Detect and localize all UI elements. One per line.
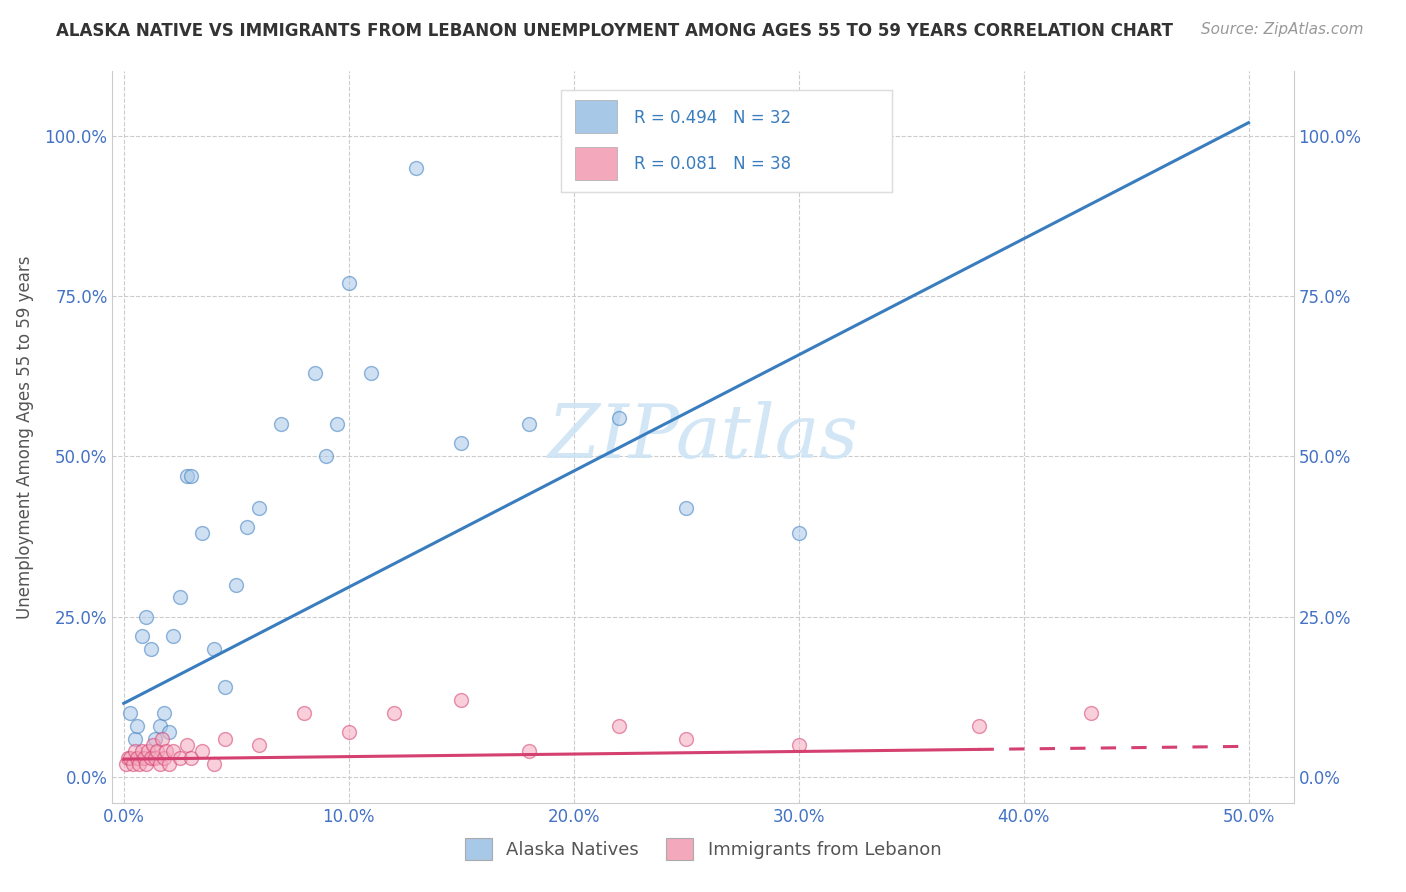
Point	[138, 744, 160, 758]
Point	[128, 757, 150, 772]
Point	[143, 751, 166, 765]
Point	[236, 520, 259, 534]
Point	[149, 719, 172, 733]
Point	[162, 629, 184, 643]
Point	[315, 450, 337, 464]
Point	[214, 681, 236, 695]
Point	[139, 641, 162, 656]
Point	[121, 757, 143, 772]
Point	[120, 706, 142, 720]
Point	[270, 417, 292, 432]
Point	[337, 276, 360, 290]
Text: ZIPatlas: ZIPatlas	[547, 401, 859, 474]
Point	[326, 417, 349, 432]
Text: Source: ZipAtlas.com: Source: ZipAtlas.com	[1201, 22, 1364, 37]
Point	[124, 744, 146, 758]
Point	[157, 725, 180, 739]
Point	[180, 751, 202, 765]
Point	[247, 738, 270, 752]
Point	[382, 706, 405, 720]
Point	[150, 731, 173, 746]
Point	[146, 744, 169, 758]
Point	[450, 436, 472, 450]
Point	[153, 706, 176, 720]
Point	[675, 731, 697, 746]
Y-axis label: Unemployment Among Ages 55 to 59 years: Unemployment Among Ages 55 to 59 years	[15, 255, 34, 619]
Point	[120, 751, 142, 765]
Point	[153, 751, 176, 765]
Point	[1080, 706, 1102, 720]
Point	[176, 738, 198, 752]
Point	[405, 161, 427, 175]
Point	[787, 526, 810, 541]
Text: ALASKA NATIVE VS IMMIGRANTS FROM LEBANON UNEMPLOYMENT AMONG AGES 55 TO 59 YEARS : ALASKA NATIVE VS IMMIGRANTS FROM LEBANON…	[56, 22, 1173, 40]
Point	[131, 744, 153, 758]
Point	[675, 500, 697, 515]
Point	[292, 706, 315, 720]
Point	[143, 731, 166, 746]
Point	[337, 725, 360, 739]
Point	[191, 526, 214, 541]
Point	[135, 757, 157, 772]
Point	[180, 468, 202, 483]
Point	[135, 609, 157, 624]
Point	[450, 693, 472, 707]
Point	[132, 751, 155, 765]
Point	[127, 719, 149, 733]
Point	[247, 500, 270, 515]
Point	[517, 417, 540, 432]
Point	[225, 577, 247, 591]
Point	[360, 366, 382, 380]
Point	[169, 751, 191, 765]
Point	[131, 629, 153, 643]
Point	[517, 744, 540, 758]
Point	[787, 738, 810, 752]
Point	[124, 731, 146, 746]
Point	[142, 738, 165, 752]
Point	[214, 731, 236, 746]
Point	[304, 366, 326, 380]
Point	[139, 751, 162, 765]
Point	[169, 591, 191, 605]
Point	[162, 744, 184, 758]
Point	[157, 757, 180, 772]
Point	[202, 641, 225, 656]
Point	[191, 744, 214, 758]
Point	[155, 744, 177, 758]
Point	[967, 719, 990, 733]
Point	[115, 757, 138, 772]
Point	[176, 468, 198, 483]
Point	[149, 757, 172, 772]
Point	[117, 751, 139, 765]
Point	[202, 757, 225, 772]
Point	[607, 719, 630, 733]
Legend: Alaska Natives, Immigrants from Lebanon: Alaska Natives, Immigrants from Lebanon	[457, 830, 949, 867]
Point	[607, 410, 630, 425]
Point	[127, 751, 149, 765]
